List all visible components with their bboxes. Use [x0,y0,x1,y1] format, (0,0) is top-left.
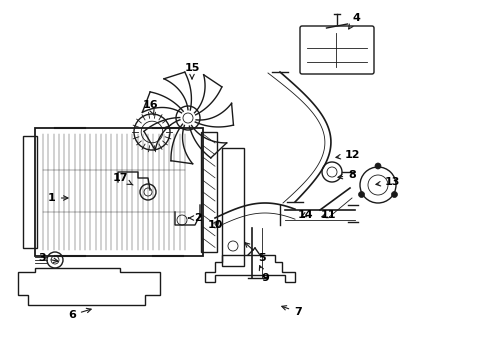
Text: 9: 9 [259,266,269,283]
Text: 14: 14 [297,210,313,220]
Bar [35,128,203,256]
Text: 3: 3 [38,253,58,263]
Text: 13: 13 [376,177,400,187]
Text: 5: 5 [245,243,266,263]
Text: 17: 17 [112,173,133,185]
Text: 4: 4 [349,13,360,29]
Text: 10: 10 [207,220,222,230]
Text: 12: 12 [336,150,360,160]
Text: 7: 7 [282,306,302,317]
Text: 15: 15 [184,63,200,79]
Text: 1: 1 [48,193,68,203]
Bar [222,148,244,266]
Text: 8: 8 [338,170,356,180]
Text: 11: 11 [320,210,336,220]
Text: 16: 16 [142,100,158,115]
Text: 2: 2 [189,213,202,223]
Circle shape [392,192,397,198]
Bar [201,132,217,252]
Text: 6: 6 [68,308,91,320]
Circle shape [375,163,381,169]
Circle shape [359,192,365,198]
Bar [23,136,37,248]
